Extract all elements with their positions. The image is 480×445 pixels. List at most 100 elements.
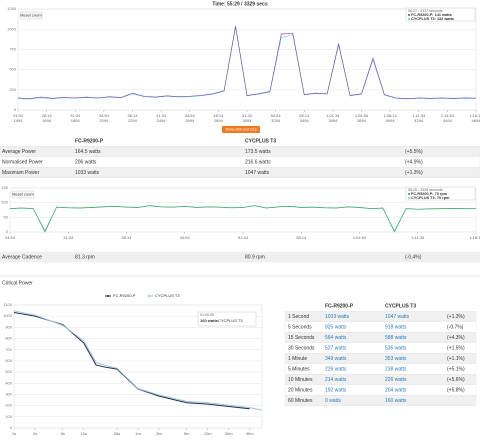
x-tick-label: 2s xyxy=(33,431,37,436)
tooltip xyxy=(405,7,476,22)
tooltip-marker xyxy=(408,14,410,16)
table-cell: (+1.1%) xyxy=(447,356,465,362)
x-tick-label: 1:04:54 xyxy=(355,113,369,118)
x-tick-seconds: 4494 xyxy=(443,118,453,123)
table-row xyxy=(0,167,480,178)
table-header: FC-R9200-P xyxy=(75,138,104,144)
tooltip-item: FC-R9200-P: 70 rpm xyxy=(411,192,448,196)
table-cell: 226 watts xyxy=(325,366,347,372)
x-tick-label: 51:34 xyxy=(238,235,249,240)
x-tick-label: 28:14 xyxy=(42,113,53,118)
x-tick-label: 31:34 xyxy=(70,113,81,118)
table-cell: 10 Minutes xyxy=(288,377,313,383)
x-tick-label: 31:34 xyxy=(63,235,74,240)
x-tick-seconds: 3694 xyxy=(328,118,338,123)
x-tick-seconds: 2494 xyxy=(157,118,167,123)
table-cell: 1033 watts xyxy=(75,170,100,176)
table-cell: 206 watts xyxy=(75,159,97,165)
table-cell: (+1.3%) xyxy=(447,314,465,320)
table-cell: (-0.4%) xyxy=(405,254,422,260)
table-cell: 5 Minutes xyxy=(288,366,310,372)
table-cell: (+5.6%) xyxy=(447,377,465,383)
y-tick-label: 0 xyxy=(14,107,17,112)
table-cell: 564 watts xyxy=(325,335,347,341)
table-cell: 925 watts xyxy=(325,324,347,330)
x-tick-label: 5m xyxy=(184,431,190,436)
legend-label: FC-R9200-P xyxy=(113,293,136,298)
x-tick-label: 20m xyxy=(225,431,233,436)
table-cell: 0 watts xyxy=(325,398,341,404)
y-tick-label: 1100 xyxy=(3,302,12,307)
table-cell: Normalised Power xyxy=(2,159,43,165)
table-cell: (+1.3%) xyxy=(405,170,423,176)
y-tick-label: 150 xyxy=(1,185,8,190)
y-tick-label: 100 xyxy=(5,414,12,419)
table-cell: 15 Seconds xyxy=(288,335,315,341)
x-tick-label: 5s xyxy=(61,431,65,436)
y-tick-label: 1000 xyxy=(7,26,17,31)
table-cell: 81.3 rpm xyxy=(75,254,95,260)
x-tick-seconds: 4694 xyxy=(472,118,480,123)
series-line xyxy=(17,26,477,99)
tooltip-marker xyxy=(408,18,410,20)
x-tick-seconds: 3494 xyxy=(300,118,310,123)
table-cell: (+4.9%) xyxy=(405,159,423,165)
x-tick-seconds: 1894 xyxy=(71,118,81,123)
x-tick-label: 1:14:54 xyxy=(441,113,455,118)
y-tick-label: 1250 xyxy=(7,6,17,11)
x-tick-label: 40m xyxy=(246,431,254,436)
table-header: FC-R9200-P xyxy=(325,303,354,309)
section-title: Critical Power xyxy=(2,280,33,286)
y-tick-label: 500 xyxy=(9,67,16,72)
y-tick-label: 100 xyxy=(1,200,8,205)
y-tick-label: 1000 xyxy=(3,313,13,318)
x-tick-label: 1:08:14 xyxy=(383,113,397,118)
reset-zoom-button[interactable] xyxy=(19,11,43,20)
tooltip-item: CYCPLUS T3 xyxy=(218,318,243,323)
x-tick-label: 10m xyxy=(204,431,212,436)
y-tick-label: 0 xyxy=(6,229,9,234)
table-cell: 60 Minutes xyxy=(288,398,313,404)
x-tick-label: 38:14 xyxy=(127,113,138,118)
legend-dot xyxy=(149,295,151,297)
table-cell: (+1.5%) xyxy=(447,345,465,351)
x-tick-seconds: 2894 xyxy=(214,118,224,123)
table-cell: 204 watts xyxy=(385,387,407,393)
y-tick-label: 500 xyxy=(5,369,12,374)
x-tick-label: 58:14 xyxy=(296,235,307,240)
series-line xyxy=(9,205,476,233)
table-cell: 1047 watts xyxy=(385,314,410,320)
table-cell: 216.6 watts xyxy=(245,159,271,165)
tooltip-title: 55:27 - 3327 seconds xyxy=(408,9,443,13)
y-tick-label: 300 xyxy=(5,392,12,397)
x-tick-label: 1m xyxy=(135,431,141,436)
x-tick-label: 1:01:34 xyxy=(326,113,340,118)
table-cell: 173.5 watts xyxy=(245,149,271,155)
table-cell: Average Power xyxy=(2,149,36,155)
x-tick-seconds: 4294 xyxy=(414,118,424,123)
table-cell: (+4.3%) xyxy=(447,335,465,341)
x-tick-label: 24:54 xyxy=(13,113,24,118)
x-tick-label: 58:14 xyxy=(299,113,310,118)
reset-zoom-button[interactable] xyxy=(11,190,35,199)
x-tick-label: 41:34 xyxy=(156,113,167,118)
x-tick-label: 1:11:34 xyxy=(411,235,425,240)
x-tick-label: 10s xyxy=(81,431,87,436)
x-tick-seconds: 1494 xyxy=(14,118,24,123)
x-tick-seconds: 2094 xyxy=(99,118,109,123)
table-cell: 1047 watts xyxy=(245,170,270,176)
x-tick-label: 1:11:34 xyxy=(412,113,426,118)
series-line xyxy=(13,311,250,410)
tooltip-marker xyxy=(408,193,410,195)
x-tick-label: 38:14 xyxy=(121,235,132,240)
x-tick-seconds: 1694 xyxy=(42,118,52,123)
x-tick-label: 1:18:14 xyxy=(469,113,480,118)
y-tick-label: 200 xyxy=(5,403,12,408)
table-cell: 353 watts xyxy=(385,356,407,362)
table-row xyxy=(284,395,477,406)
shift-crop-button[interactable] xyxy=(222,126,260,133)
x-tick-label: 34:54 xyxy=(99,113,110,118)
tooltip-title: 01:00:00 xyxy=(200,313,214,317)
x-tick-label: 1s xyxy=(12,431,16,436)
